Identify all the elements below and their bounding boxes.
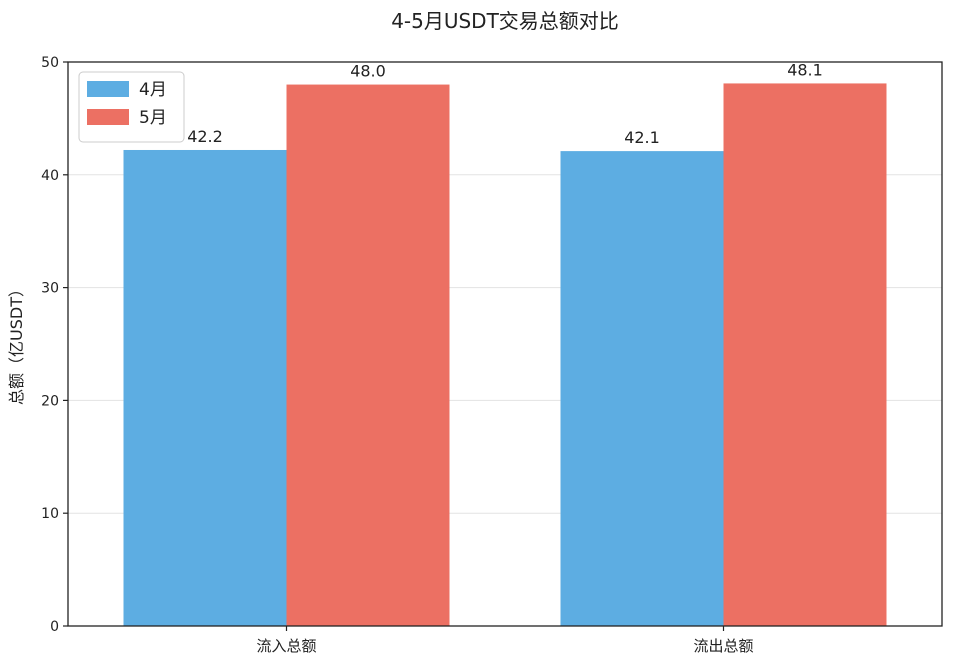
axis-ticks: 0 10 20 30 40 50 流入总额 流出总额 <box>41 55 753 655</box>
y-tick-label: 30 <box>41 281 59 297</box>
bar-value-label: 42.2 <box>187 127 223 146</box>
x-tick-label: 流出总额 <box>693 637 753 655</box>
y-tick-label: 20 <box>41 393 59 409</box>
y-tick-label: 0 <box>50 619 59 635</box>
bar-value-label: 48.1 <box>787 60 823 79</box>
legend-swatch <box>87 81 129 97</box>
chart-title: 4-5月USDT交易总额对比 <box>391 9 619 33</box>
bar-2-2 <box>723 83 887 626</box>
legend-label: 4月 <box>139 80 167 100</box>
bar-2-1 <box>286 84 450 626</box>
legend-label: 5月 <box>139 108 167 128</box>
bars <box>123 83 887 626</box>
bar-value-label: 48.0 <box>350 62 386 81</box>
plot-frame <box>67 61 943 627</box>
bar-1-2 <box>560 151 724 626</box>
y-axis-label: 总额（亿USDT） <box>7 281 26 405</box>
y-tick-label: 50 <box>41 55 59 71</box>
y-tick-label: 10 <box>41 506 59 522</box>
data-labels: 42.2 48.0 42.1 48.1 <box>187 60 823 147</box>
x-tick-label: 流入总额 <box>256 637 316 655</box>
y-tick-label: 40 <box>41 168 59 184</box>
legend-swatch <box>87 109 129 125</box>
bar-1-1 <box>123 149 287 626</box>
bar-value-label: 42.1 <box>624 128 660 147</box>
